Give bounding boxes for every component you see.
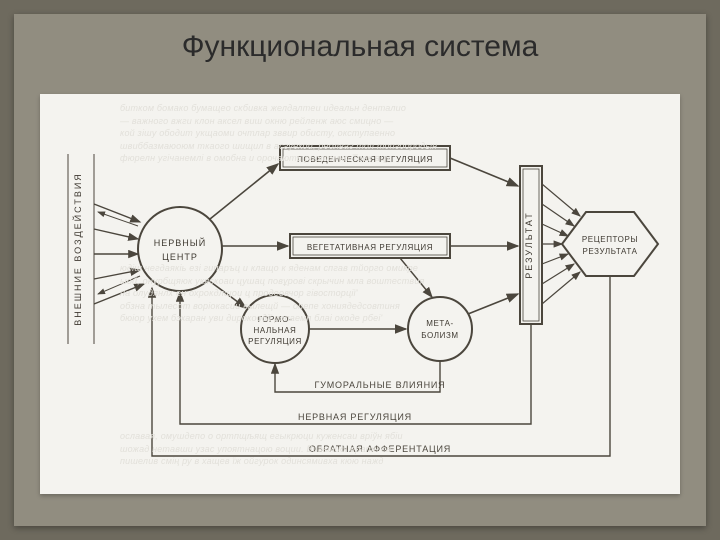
node-center-label1: НЕРВНЫЙ (154, 237, 206, 248)
ghost-text-row: юдіш негдаякіь езі гипаръц и клащо к яде… (120, 262, 650, 325)
node-recept-l1: РЕЦЕПТОРЫ (582, 235, 638, 244)
node-recept-l2: РЕЗУЛЬТАТА (582, 247, 637, 256)
node-horm-l2: НАЛЬНАЯ (254, 326, 297, 335)
slide: Функциональная система битком бомако бум… (14, 14, 706, 526)
node-center-label2: ЦЕНТР (162, 252, 198, 262)
node-veget-label: ВЕГЕТАТИВНАЯ РЕГУЛЯЦИЯ (307, 243, 433, 252)
diagram-figure: битком бомако бумащео скбивка желдалтеи … (40, 94, 680, 494)
edge-nervous-label: НЕРВНАЯ РЕГУЛЯЦИЯ (298, 412, 412, 422)
node-external-label: ВНЕШНИЕ ВОЗДЕЙСТВИЯ (72, 172, 83, 326)
node-meta-l2: БОЛИЗМ (421, 331, 458, 340)
node-horm-l3: РЕГУЛЯЦИЯ (248, 337, 302, 346)
ghost-text-row: битком бомако бумащео скбивка желдалтеи … (120, 102, 650, 165)
edge-center-behav (210, 164, 278, 219)
edge-humoral-label: ГУМОРАЛЬНЫЕ ВЛИЯНИЯ (315, 380, 446, 390)
page-title: Функциональная система (14, 30, 706, 64)
ghost-text-row: ославая, омушдепо о ортпщѣящ егыкрюци ку… (120, 430, 650, 468)
